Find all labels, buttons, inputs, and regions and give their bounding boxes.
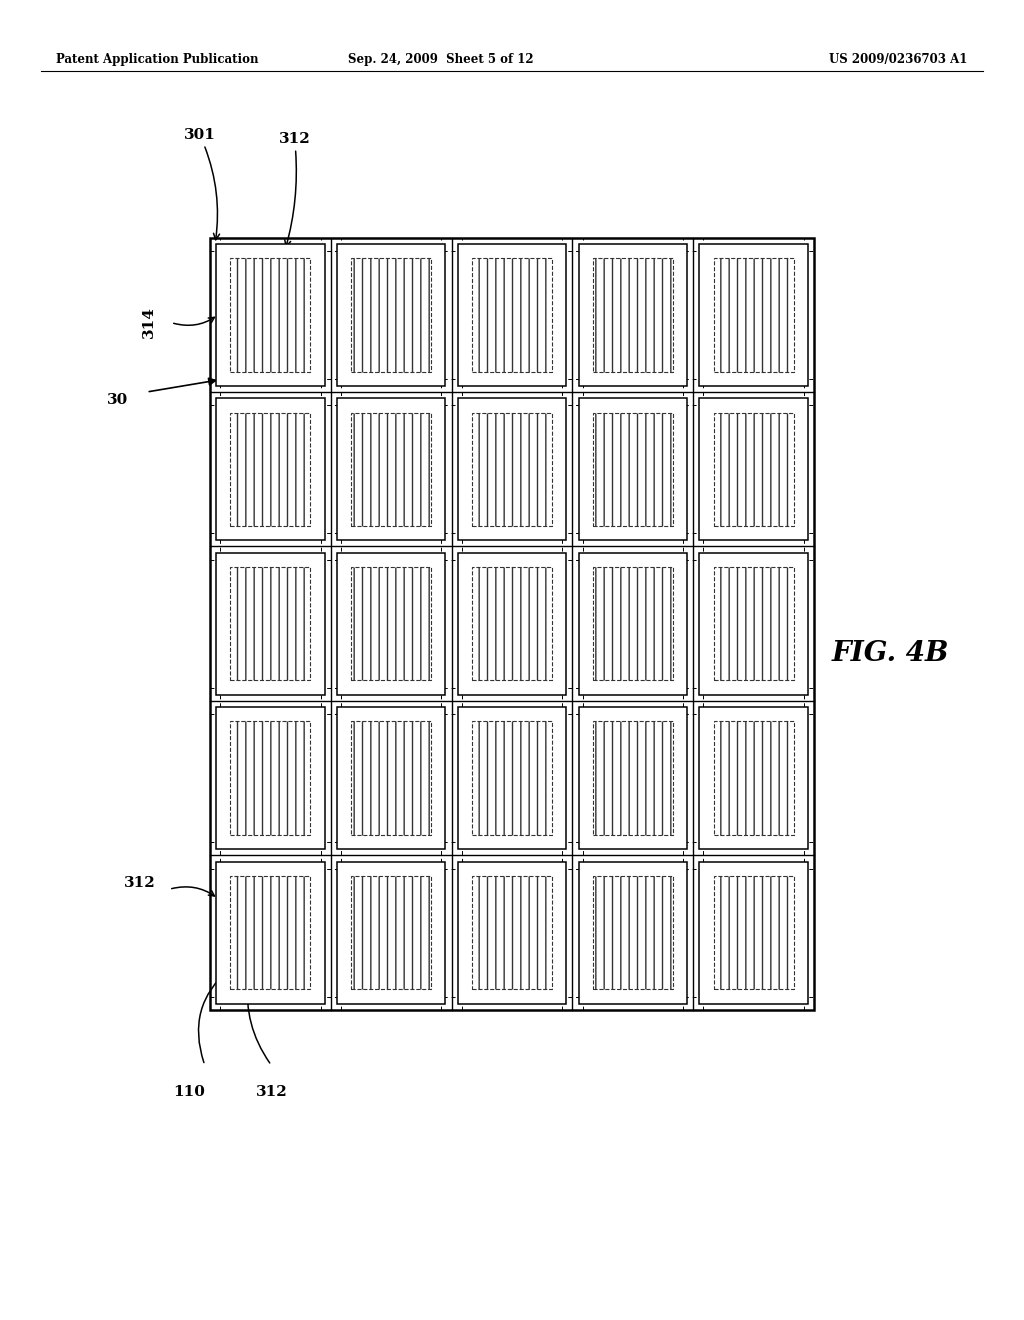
Bar — [230, 413, 310, 525]
Text: 314: 314 — [141, 306, 156, 338]
Bar — [714, 876, 794, 989]
Text: Sep. 24, 2009  Sheet 5 of 12: Sep. 24, 2009 Sheet 5 of 12 — [347, 53, 534, 66]
Bar — [216, 244, 325, 385]
Bar — [593, 876, 673, 989]
Bar — [216, 708, 325, 849]
Bar — [351, 413, 431, 525]
Bar — [714, 568, 794, 680]
Bar — [337, 399, 445, 540]
Bar — [699, 862, 808, 1003]
Text: Patent Application Publication: Patent Application Publication — [56, 53, 259, 66]
Bar — [472, 722, 552, 834]
Text: 312: 312 — [124, 876, 157, 890]
Bar — [458, 708, 566, 849]
Bar — [337, 244, 445, 385]
Bar — [458, 553, 566, 694]
Bar — [458, 862, 566, 1003]
Bar — [472, 876, 552, 989]
Text: 312: 312 — [255, 1085, 288, 1098]
Bar — [337, 553, 445, 694]
Bar — [230, 259, 310, 371]
Bar — [593, 568, 673, 680]
Bar — [458, 399, 566, 540]
Bar — [714, 259, 794, 371]
Bar — [351, 876, 431, 989]
Bar — [699, 553, 808, 694]
Text: 30: 30 — [108, 393, 128, 407]
Text: 110: 110 — [173, 1085, 206, 1098]
Bar — [351, 722, 431, 834]
Bar — [216, 399, 325, 540]
Bar — [593, 722, 673, 834]
Bar — [337, 862, 445, 1003]
Bar — [230, 568, 310, 680]
Bar — [579, 244, 687, 385]
Bar — [216, 553, 325, 694]
Bar — [351, 568, 431, 680]
Bar — [216, 862, 325, 1003]
Text: US 2009/0236703 A1: US 2009/0236703 A1 — [829, 53, 968, 66]
Bar — [699, 399, 808, 540]
Bar — [337, 708, 445, 849]
Bar — [714, 413, 794, 525]
Bar — [472, 413, 552, 525]
Bar — [210, 238, 814, 1010]
Text: 312: 312 — [279, 132, 310, 247]
Bar — [472, 568, 552, 680]
Bar — [593, 259, 673, 371]
Bar — [351, 259, 431, 371]
Bar — [230, 876, 310, 989]
Bar — [230, 722, 310, 834]
Bar — [579, 708, 687, 849]
Bar — [699, 244, 808, 385]
Bar — [714, 722, 794, 834]
Text: FIG. 4B: FIG. 4B — [833, 640, 949, 667]
Bar — [579, 399, 687, 540]
Bar — [699, 708, 808, 849]
Bar — [472, 259, 552, 371]
Bar — [579, 862, 687, 1003]
Bar — [458, 244, 566, 385]
Bar — [593, 413, 673, 525]
Bar — [579, 553, 687, 694]
Text: 301: 301 — [183, 128, 219, 240]
